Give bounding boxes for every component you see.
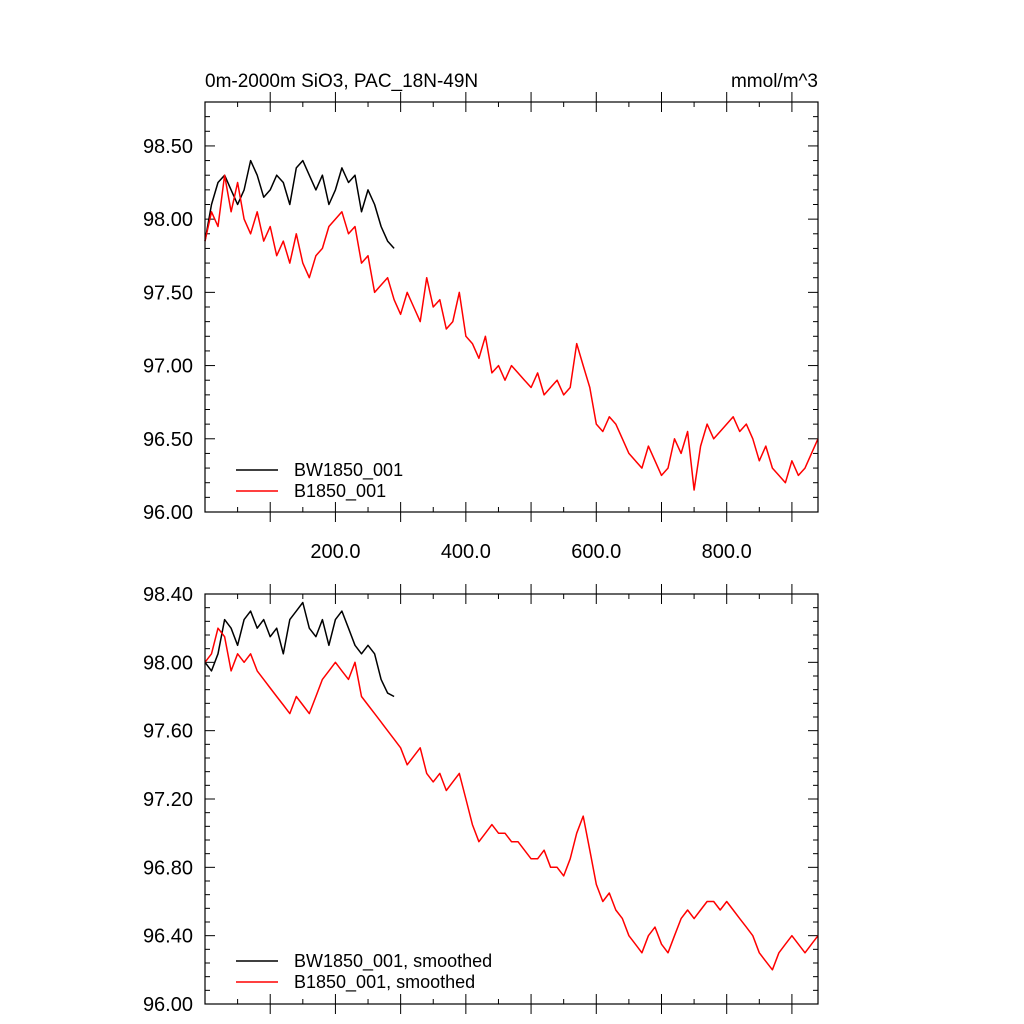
top-ticks: 96.00 96.50 97.00 97.50 98.00 98.50 200.0 400.0…: [143, 92, 818, 563]
bottom-ticks: 96.00 96.40 96.80 97.20 97.60 98.00 98.40: [143, 584, 818, 1016]
top-ytick-label: 97.00: [143, 356, 193, 378]
top-ytick-label: 96.50: [143, 429, 193, 451]
bottom-ytick-label: 96.00: [143, 994, 193, 1016]
legend-label-bw1850-smoothed: BW1850_001, smoothed: [294, 951, 492, 972]
bottom-series-line-0: [204, 601, 395, 698]
bottom-series-lines: [204, 601, 819, 971]
bottom-series-line-1: [204, 627, 819, 971]
top-xtick-label: 200.0: [310, 541, 360, 563]
top-chart-title: 0m-2000m SiO3, PAC_18N-49N: [205, 71, 478, 92]
bottom-panel: 96.00 96.40 96.80 97.20 97.60 98.00 98.40 BW18…: [143, 584, 819, 1016]
legend-label-bw1850: BW1850_001: [294, 460, 403, 481]
top-xtick-label: 800.0: [702, 541, 752, 563]
bottom-ytick-label: 98.00: [143, 652, 193, 674]
top-series-line-0: [204, 159, 395, 249]
bottom-ytick-label: 98.40: [143, 584, 193, 606]
bottom-ytick-label: 97.20: [143, 789, 193, 811]
bottom-legend: BW1850_001, smoothed B1850_001, smoothed: [236, 951, 492, 993]
top-xtick-label: 400.0: [441, 541, 491, 563]
top-chart-units: mmol/m^3: [731, 71, 818, 92]
top-legend: BW1850_001 B1850_001: [236, 460, 403, 502]
bottom-ytick-label: 96.80: [143, 857, 193, 879]
legend-label-b1850: B1850_001: [294, 481, 386, 502]
top-xtick-label: 600.0: [571, 541, 621, 563]
bottom-plot-frame: [204, 593, 819, 1005]
top-plot-frame: [204, 101, 819, 513]
legend-label-b1850-smoothed: B1850_001, smoothed: [294, 972, 475, 993]
bottom-ytick-label: 96.40: [143, 926, 193, 948]
top-ytick-label: 97.50: [143, 282, 193, 304]
bottom-ytick-label: 97.60: [143, 721, 193, 743]
top-ytick-label: 98.00: [143, 209, 193, 231]
top-series-line-1: [204, 174, 819, 491]
top-ytick-label: 98.50: [143, 136, 193, 158]
top-ytick-label: 96.00: [143, 502, 193, 524]
top-panel: 0m-2000m SiO3, PAC_18N-49N mmol/m^3 96.0…: [143, 71, 819, 563]
top-series-lines: [204, 159, 819, 491]
